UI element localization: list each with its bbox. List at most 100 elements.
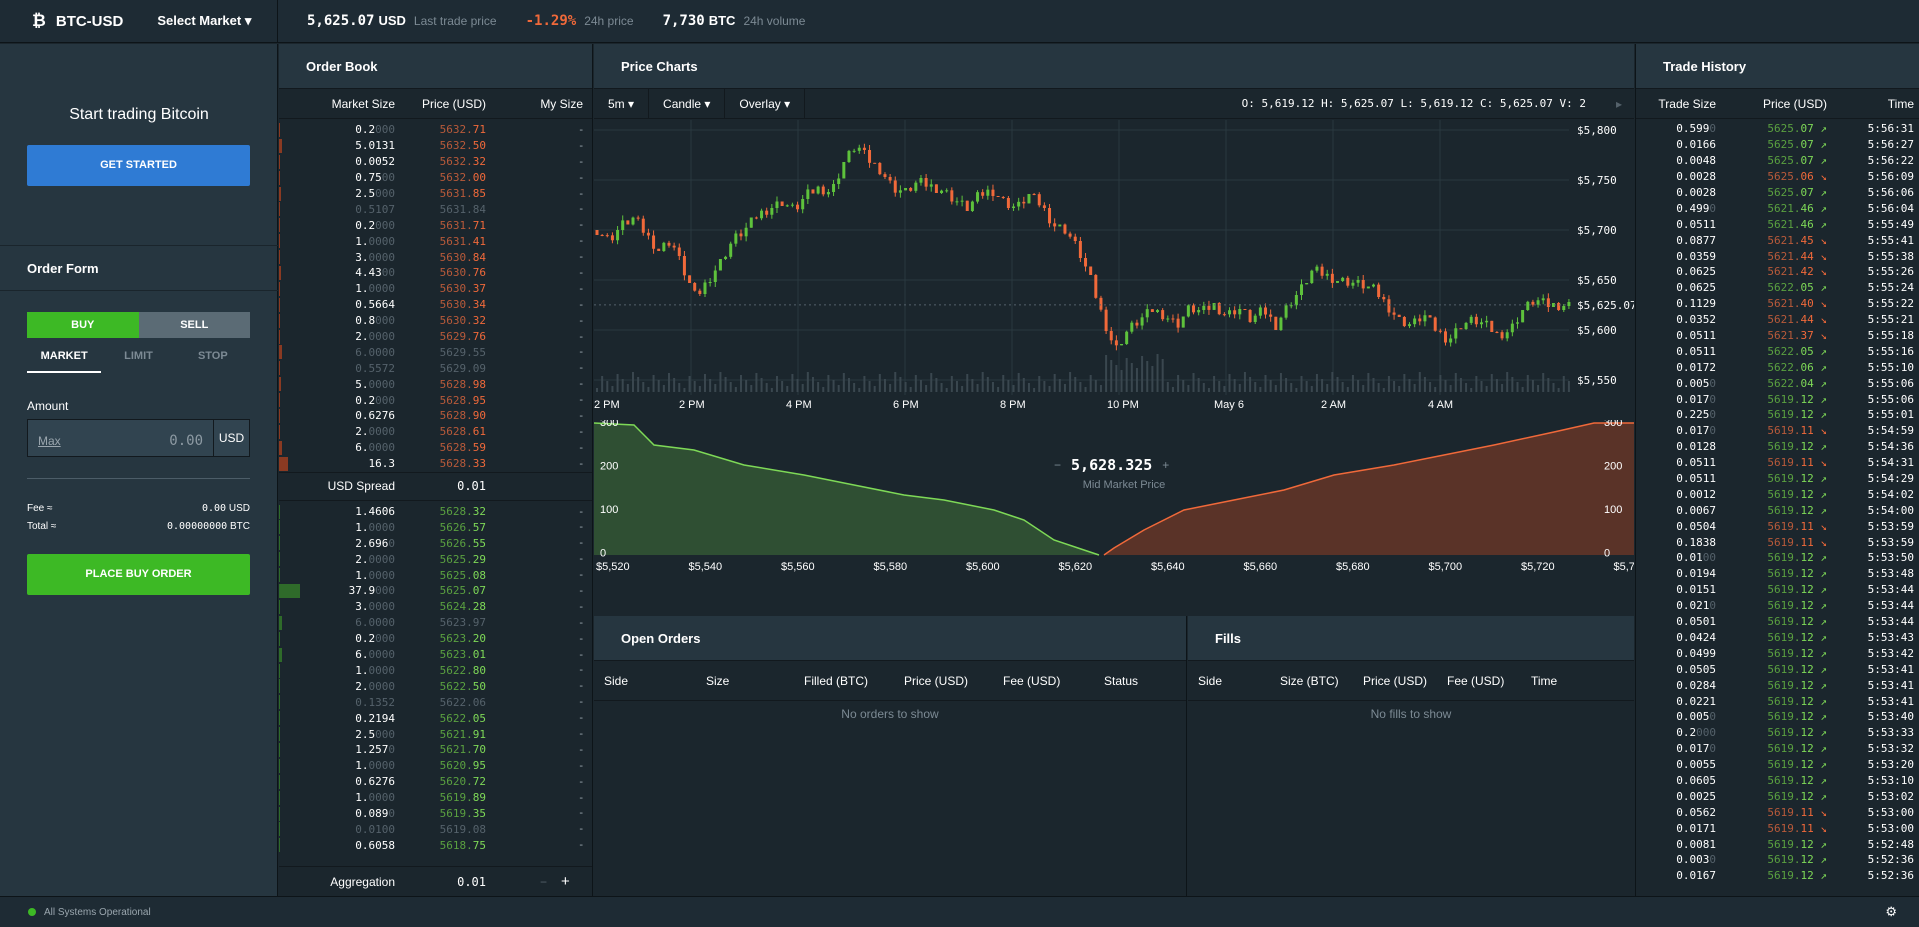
bid-row[interactable]: 0.0100 5619.08 - (279, 821, 592, 837)
max-link[interactable]: Max (38, 434, 61, 448)
volume-bar (909, 387, 912, 392)
ask-row[interactable]: 0.7500 5632.00 - (279, 170, 592, 186)
chart-type-dropdown[interactable]: Candle ▾ (649, 88, 726, 119)
candle (1510, 323, 1514, 333)
bid-row[interactable]: 2.0000 5622.50 - (279, 678, 592, 694)
trade-row: 0.0050 5619.12 ↗ 5:53:40 (1636, 709, 1919, 725)
volume-bar (1387, 376, 1390, 392)
candle (749, 217, 753, 228)
select-market-dropdown[interactable]: Select Market ▾ (157, 13, 252, 28)
trade-row: 0.0511 5621.46 ↗ 5:55:49 (1636, 216, 1919, 232)
volume-bar (1182, 380, 1185, 392)
ask-row[interactable]: 1.0000 5630.37 - (279, 281, 592, 297)
ask-row[interactable]: 2.0000 5628.61 - (279, 424, 592, 440)
ask-row[interactable]: 3.0000 5630.84 - (279, 249, 592, 265)
bid-row[interactable]: 1.4606 5628.32 - (279, 504, 592, 520)
ask-row[interactable]: 6.0000 5628.59 - (279, 440, 592, 456)
ask-row[interactable]: 2.0000 5629.76 - (279, 329, 592, 345)
bid-row[interactable]: 2.0000 5625.29 - (279, 551, 592, 567)
trade-price: 5619.12 ↗ (1767, 742, 1827, 756)
candle (970, 201, 974, 211)
candle (1336, 281, 1340, 283)
trade-price: 5619.12 ↗ (1767, 503, 1827, 517)
ask-row[interactable]: 16.3 5628.33 - (279, 456, 592, 472)
amount-currency: USD (213, 420, 249, 456)
zoom-out-button[interactable]: − (1054, 458, 1062, 472)
sell-tab[interactable]: SELL (138, 312, 250, 338)
bid-row[interactable]: 0.2000 5623.20 - (279, 631, 592, 647)
ask-row[interactable]: 0.5107 5631.84 - (279, 201, 592, 217)
bid-my-size: - (579, 664, 583, 677)
ask-row[interactable]: 1.0000 5631.41 - (279, 233, 592, 249)
candle (703, 282, 707, 294)
bid-row[interactable]: 0.2194 5622.05 - (279, 710, 592, 726)
price-chart[interactable]: $5,800 $5,750 $5,700 $5,650 $5,600 $5,550 2 PM… (594, 120, 1634, 420)
ask-row[interactable]: 0.5572 5629.09 - (279, 360, 592, 376)
interval-dropdown[interactable]: 5m ▾ (594, 88, 650, 119)
ask-row[interactable]: 0.8000 5630.32 - (279, 313, 592, 329)
bid-row[interactable]: 1.0000 5625.08 - (279, 567, 592, 583)
market-selector[interactable]: ₿ BTC-USD Select Market ▾ (0, 0, 278, 43)
ask-depth-bar (279, 281, 281, 296)
ask-row[interactable]: 2.5000 5631.85 - (279, 186, 592, 202)
bid-row[interactable]: 6.0000 5623.97 - (279, 615, 592, 631)
get-started-button[interactable]: GET STARTED (27, 145, 250, 186)
ask-row[interactable]: 6.0000 5629.55 - (279, 344, 592, 360)
overlay-dropdown[interactable]: Overlay ▾ (725, 88, 806, 119)
bid-depth-area (594, 423, 1099, 555)
bid-my-size: - (579, 728, 583, 740)
trade-size: 0.0167 (1676, 869, 1716, 883)
aggregation-decrease-button[interactable]: − (540, 874, 548, 889)
bid-row[interactable]: 1.0000 5626.57 - (279, 519, 592, 535)
bid-row[interactable]: 1.0000 5620.95 - (279, 758, 592, 774)
zoom-in-button[interactable]: + (1162, 458, 1170, 472)
ask-row[interactable]: 0.2000 5632.71 - (279, 122, 592, 138)
amount-input[interactable]: 0.00 (169, 433, 203, 449)
place-buy-order-button[interactable]: PLACE BUY ORDER (27, 554, 250, 595)
ask-row[interactable]: 5.0000 5628.98 - (279, 376, 592, 392)
depth-y-label: 300 (1604, 420, 1622, 429)
volume-bar (1423, 377, 1426, 392)
aggregation-increase-button[interactable]: + (561, 873, 570, 890)
bid-row[interactable]: 37.9000 5625.07 - (279, 583, 592, 599)
ask-row[interactable]: 0.0052 5632.32 - (279, 154, 592, 170)
volume-bar (837, 385, 840, 392)
ask-row[interactable]: 5.0131 5632.50 - (279, 138, 592, 154)
buy-tab[interactable]: BUY (27, 312, 139, 338)
ask-row[interactable]: 0.6276 5628.90 - (279, 408, 592, 424)
tab-stop[interactable]: STOP (197, 350, 228, 362)
ask-row[interactable]: 0.5664 5630.34 - (279, 297, 592, 313)
ask-row[interactable]: 0.2000 5631.71 - (279, 217, 592, 233)
amount-field[interactable]: Max 0.00 USD (27, 419, 250, 457)
bid-row[interactable]: 1.0000 5622.80 - (279, 663, 592, 679)
bid-size: 0.2194 (355, 711, 395, 725)
arrow-up-icon: ↗ (1813, 408, 1827, 422)
bid-row[interactable]: 1.2570 5621.70 - (279, 742, 592, 758)
ask-row[interactable]: 0.2000 5628.95 - (279, 392, 592, 408)
candle (652, 235, 656, 249)
trade-price: 5619.12 ↗ (1767, 678, 1827, 692)
bid-row[interactable]: 0.0890 5619.35 - (279, 806, 592, 822)
bid-row[interactable]: 0.6276 5620.72 - (279, 774, 592, 790)
bid-row[interactable]: 3.0000 5624.28 - (279, 599, 592, 615)
ask-row[interactable]: 4.4300 5630.76 - (279, 265, 592, 281)
bid-row[interactable]: 0.1352 5622.06 - (279, 694, 592, 710)
tab-limit[interactable]: LIMIT (124, 350, 153, 362)
y-tick-label: $5,700 (1577, 224, 1617, 237)
bid-my-size: - (579, 616, 583, 629)
volume-bar (1156, 354, 1159, 392)
bid-depth-bar (279, 679, 281, 694)
tab-market[interactable]: MARKET (27, 350, 102, 373)
play-icon[interactable]: ▸ (1615, 96, 1622, 111)
bid-row[interactable]: 0.6058 5618.75 - (279, 837, 592, 853)
mid-market-label: Mid Market Price (1082, 479, 1166, 491)
ask-price: 5632.71 (439, 123, 486, 137)
gear-icon[interactable]: ⚙ (1885, 904, 1897, 919)
order-form-title: Order Form (0, 245, 278, 291)
bid-row[interactable]: 2.5000 5621.91 - (279, 726, 592, 742)
bid-row[interactable]: 1.0000 5619.89 - (279, 790, 592, 806)
bid-row[interactable]: 2.6960 5626.55 - (279, 535, 592, 551)
ask-depth-bar (279, 123, 281, 137)
bid-row[interactable]: 6.0000 5623.01 - (279, 647, 592, 663)
